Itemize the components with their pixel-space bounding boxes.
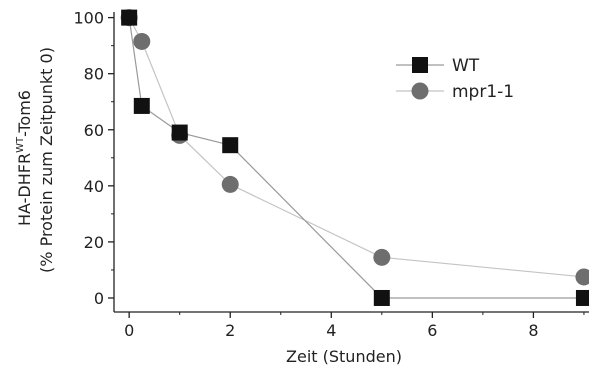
y-axis-label-main: HA-DHFR: [15, 153, 34, 226]
y-axis-label-sup: WT: [15, 136, 26, 153]
data-point-WT: [222, 137, 239, 154]
x-axis-label: Zeit (Stunden): [286, 347, 402, 366]
data-point-WT: [133, 97, 150, 114]
y-axis-label-tail: -Tom6: [15, 90, 34, 137]
y-axis-label-line2: (% Protein zum Zeitpunkt 0): [37, 47, 56, 273]
x-tick-label: 8: [528, 321, 538, 340]
y-tick-label: 100: [73, 9, 104, 28]
x-tick-label: 0: [124, 321, 134, 340]
series-lines: [128, 17, 585, 299]
y-tick-label: 80: [84, 65, 104, 84]
legend-marker: [412, 57, 428, 73]
y-tick-label: 40: [84, 177, 104, 196]
data-point-WT: [373, 289, 390, 306]
axes: [113, 12, 589, 313]
data-point-mpr1-1: [575, 268, 589, 286]
series-markers: [120, 9, 589, 306]
y-tick-label: 60: [84, 121, 104, 140]
y-axis-label-line1: HA-DHFRWT-Tom6: [15, 90, 34, 226]
data-point-mpr1-1: [373, 248, 391, 266]
x-tick-label: 4: [326, 321, 336, 340]
y-tick-label: 20: [84, 233, 104, 252]
data-point-WT: [575, 289, 589, 306]
legend-marker: [411, 82, 429, 100]
series-line-WT: [128, 17, 584, 299]
x-tick-label: 2: [225, 321, 235, 340]
data-point-WT: [121, 9, 138, 26]
data-point-mpr1-1: [221, 175, 239, 193]
x-tick-label: 6: [427, 321, 437, 340]
legend: WT mpr1-1: [396, 56, 514, 102]
series-line-mpr1-1: [128, 17, 585, 278]
data-point-mpr1-1: [133, 32, 151, 50]
legend-label: WT: [452, 56, 480, 76]
legend-label: mpr1-1: [452, 82, 514, 102]
data-point-WT: [171, 124, 188, 141]
y-tick-label: 0: [94, 289, 104, 308]
